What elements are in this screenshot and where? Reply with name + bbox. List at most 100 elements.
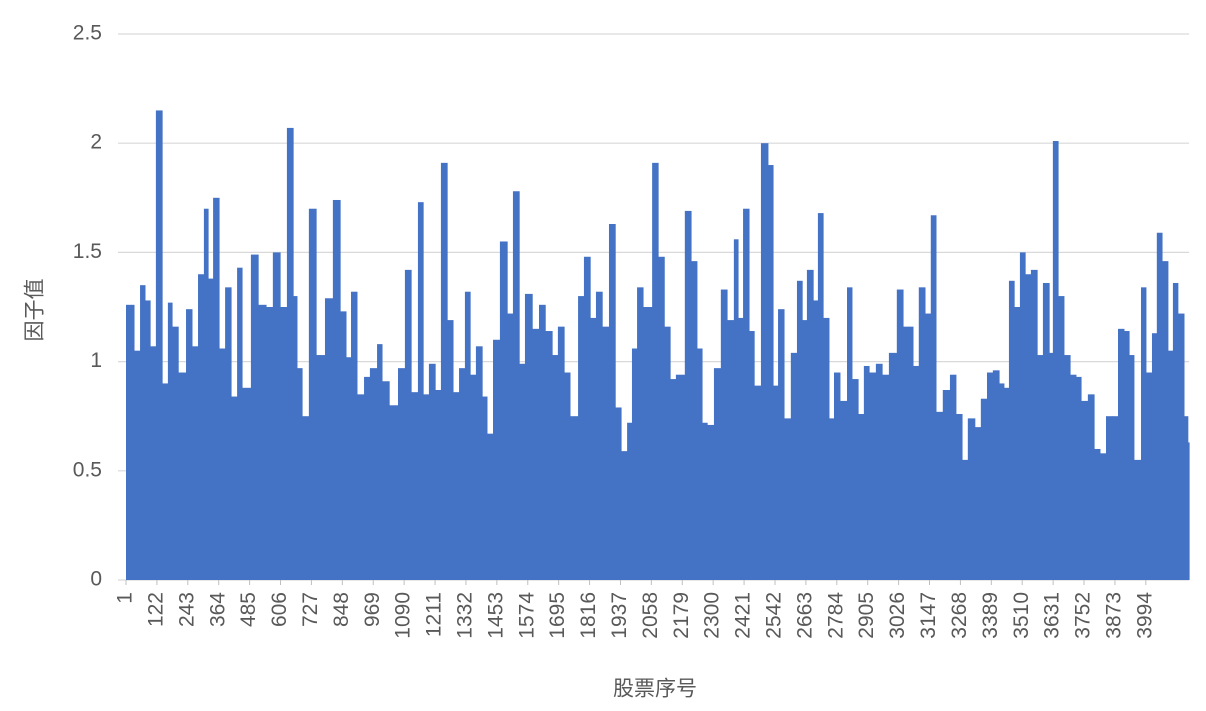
bar <box>140 285 146 580</box>
x-tick-label: 2905 <box>855 592 878 639</box>
bar <box>806 269 814 580</box>
bar <box>171 326 179 580</box>
bar <box>1025 274 1032 580</box>
bar <box>637 287 644 580</box>
bar <box>828 418 835 580</box>
x-tick-label: 1 <box>114 592 137 604</box>
bar <box>908 326 914 580</box>
bar <box>986 372 994 580</box>
bar <box>258 304 267 580</box>
bar <box>482 396 488 580</box>
bar <box>863 365 870 580</box>
x-tick-label: 364 <box>206 592 229 627</box>
bar <box>1140 287 1147 580</box>
bar <box>411 392 419 580</box>
bar <box>213 197 220 581</box>
bar <box>1049 352 1054 580</box>
x-tick-label: 2542 <box>763 592 786 639</box>
bar <box>381 381 390 580</box>
bar <box>452 392 460 580</box>
bar <box>1156 232 1163 580</box>
bar <box>1014 307 1021 580</box>
bar <box>162 383 169 580</box>
bar <box>912 365 920 580</box>
x-tick-label: 848 <box>330 592 353 627</box>
x-tick-label: 606 <box>268 592 291 627</box>
bar <box>340 311 347 580</box>
bar <box>1008 280 1015 580</box>
bar <box>720 289 728 580</box>
bar <box>857 414 865 580</box>
bar <box>737 317 744 580</box>
bar <box>658 256 665 580</box>
x-tick-label: 1695 <box>546 592 569 639</box>
bar <box>918 287 926 580</box>
bar <box>404 269 412 580</box>
y-tick-label: 1.5 <box>73 240 102 263</box>
x-tick-label: 1574 <box>515 592 538 639</box>
bar <box>486 433 494 580</box>
bar <box>967 418 976 580</box>
bar <box>1128 355 1135 580</box>
x-tick-label: 2300 <box>701 592 724 639</box>
bar <box>847 287 853 580</box>
x-tick-label: 3873 <box>1102 592 1125 639</box>
bar <box>813 300 819 580</box>
bar <box>532 328 540 580</box>
bar <box>507 313 514 580</box>
x-tick-label: 485 <box>237 592 260 627</box>
bar <box>1099 453 1107 580</box>
x-tick-label: 122 <box>144 592 167 627</box>
bar <box>524 293 533 580</box>
bar <box>675 374 686 580</box>
bar <box>778 309 785 580</box>
bar <box>833 372 841 580</box>
bar <box>493 339 501 580</box>
bar <box>726 320 735 580</box>
x-tick-label: 2421 <box>732 592 755 639</box>
x-tick-label: 3631 <box>1041 592 1064 639</box>
bar <box>1069 374 1077 580</box>
bar <box>265 307 274 580</box>
bar <box>1087 394 1095 580</box>
bar <box>1030 269 1038 580</box>
bar <box>1052 141 1059 581</box>
bar <box>324 298 334 580</box>
bar <box>754 385 762 580</box>
bar <box>316 355 326 580</box>
bar <box>590 317 597 580</box>
bar <box>191 346 199 580</box>
bar <box>980 398 988 580</box>
bar <box>578 296 585 580</box>
bar <box>1161 261 1169 580</box>
bar <box>464 291 471 580</box>
y-tick-label: 2.5 <box>73 22 102 45</box>
bar <box>280 307 288 580</box>
bar <box>1133 459 1142 580</box>
y-tick-label: 2 <box>90 131 102 154</box>
bar <box>701 422 708 580</box>
bar <box>1042 282 1050 580</box>
bar <box>888 352 898 580</box>
bar <box>178 372 187 580</box>
bar <box>620 451 628 580</box>
bar <box>332 199 341 580</box>
bar <box>1187 442 1190 580</box>
bar <box>351 291 358 580</box>
bar <box>664 326 671 580</box>
x-tick-label: 727 <box>299 592 322 627</box>
x-tick-label: 2784 <box>824 592 847 639</box>
bar <box>167 302 173 580</box>
bar <box>690 261 698 580</box>
bar <box>447 320 454 580</box>
x-tick-label: 1211 <box>423 592 446 637</box>
bar <box>1093 448 1101 580</box>
bar <box>1123 331 1130 580</box>
bar <box>133 350 141 580</box>
bar <box>475 346 483 580</box>
x-tick-label: 3268 <box>948 592 971 639</box>
bar <box>733 239 739 580</box>
bar <box>293 296 298 580</box>
bar <box>992 370 1000 580</box>
x-tick-label: 2663 <box>793 592 816 639</box>
